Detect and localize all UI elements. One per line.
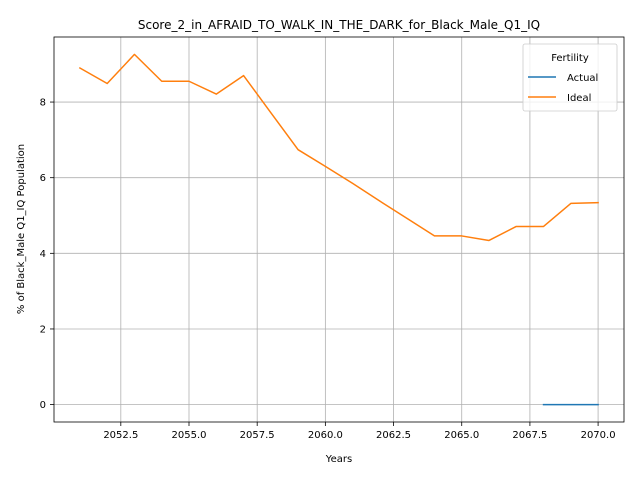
x-tick-label: 2070.0 — [581, 430, 616, 441]
y-tick-label: 8 — [40, 98, 46, 109]
x-axis-ticks: 2052.5 2055.0 2057.5 2060.0 2062.5 2065.0 2067… — [103, 422, 616, 441]
x-tick-label: 2065.0 — [444, 430, 479, 441]
y-tick-label: 6 — [40, 173, 46, 184]
x-tick-label: 2067.5 — [512, 430, 547, 441]
y-axis-label: % of Black_Male Q1_IQ Population — [16, 144, 27, 314]
legend-box — [522, 43, 618, 112]
legend: Fertility Actual Ideal — [522, 43, 618, 112]
chart-title: Score_2_in_AFRAID_TO_WALK_IN_THE_DARK_fo… — [138, 18, 540, 32]
y-axis-ticks: 0 2 4 6 8 — [40, 98, 54, 411]
x-tick-label: 2052.5 — [103, 430, 138, 441]
y-tick-label: 0 — [40, 400, 46, 411]
series-lines — [78, 53, 599, 406]
x-tick-label: 2062.5 — [376, 430, 411, 441]
legend-label-ideal: Ideal — [567, 93, 591, 104]
legend-title: Fertility — [551, 53, 589, 64]
y-tick-label: 2 — [40, 324, 46, 335]
x-axis-label: Years — [325, 454, 352, 465]
x-tick-label: 2060.0 — [308, 430, 343, 441]
x-tick-label: 2057.5 — [240, 430, 275, 441]
series-line-ideal — [78, 53, 599, 242]
x-tick-label: 2055.0 — [172, 430, 207, 441]
axes-frame — [53, 36, 625, 423]
legend-label-actual: Actual — [567, 73, 598, 84]
y-tick-label: 4 — [40, 249, 46, 260]
